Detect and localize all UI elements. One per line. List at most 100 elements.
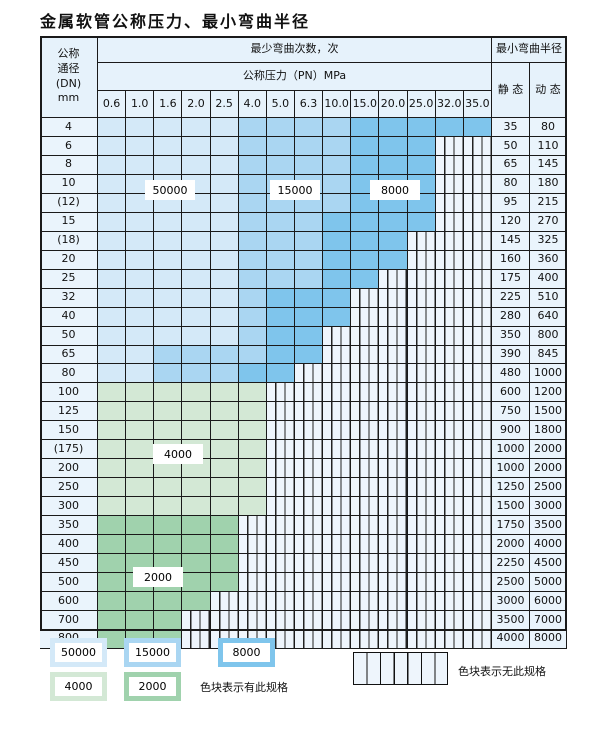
dynamic-radius-cell: 360 <box>529 250 567 270</box>
no-spec-cell <box>407 610 436 630</box>
spec-cell <box>266 326 295 346</box>
no-spec-cell <box>294 364 324 384</box>
spec-cell <box>182 497 211 517</box>
spec-cell <box>126 118 155 137</box>
no-spec-cell <box>266 459 295 479</box>
spec-cell <box>238 231 267 251</box>
no-spec-cell <box>407 288 436 308</box>
pressure-col-header: 0.6 <box>98 91 127 118</box>
no-spec-cell <box>351 307 380 327</box>
pressure-col-header: 10.0 <box>323 91 352 118</box>
no-spec-cell <box>435 136 464 156</box>
spec-cell <box>126 459 155 479</box>
no-spec-cell <box>463 516 492 536</box>
spec-cell <box>210 535 239 555</box>
no-spec-cell <box>463 174 492 194</box>
spec-cell <box>154 136 183 156</box>
spec-cell <box>210 478 239 498</box>
spec-cell <box>266 155 295 175</box>
static-radius-cell: 80 <box>491 174 530 194</box>
spec-cell <box>351 250 380 270</box>
spec-cell <box>379 118 408 137</box>
dynamic-radius-cell: 180 <box>529 174 567 194</box>
no-spec-cell <box>266 592 295 611</box>
no-spec-cell <box>379 402 408 422</box>
spec-cell <box>266 250 295 270</box>
spec-cell <box>351 231 380 251</box>
spec-cell <box>182 326 211 346</box>
no-spec-cell <box>463 136 492 156</box>
no-spec-note: 色块表示无此规格 <box>458 665 546 678</box>
no-spec-cell <box>435 269 464 289</box>
spec-cell <box>182 459 211 479</box>
no-spec-cell <box>323 364 352 384</box>
no-spec-cell <box>210 592 239 611</box>
static-radius-cell: 2000 <box>491 535 530 555</box>
no-spec-cell <box>407 231 436 251</box>
spec-cell <box>238 478 267 498</box>
no-spec-cell <box>266 535 295 555</box>
spec-cell <box>323 269 352 289</box>
no-spec-cell <box>463 554 492 574</box>
no-spec-cell <box>294 478 324 498</box>
spec-cell <box>238 250 267 270</box>
no-spec-cell <box>463 193 492 213</box>
spec-cell <box>98 193 127 213</box>
spec-cell <box>294 231 324 251</box>
no-spec-cell <box>323 592 352 611</box>
no-spec-cell <box>323 535 352 555</box>
no-spec-cell <box>407 269 436 289</box>
no-spec-cell <box>351 383 380 403</box>
spec-cell <box>98 288 127 308</box>
spec-cell <box>323 307 352 327</box>
spec-cell <box>154 459 183 479</box>
static-radius-cell: 65 <box>491 155 530 175</box>
legend-swatch-8000: 8000 <box>218 638 275 667</box>
no-spec-cell <box>351 459 380 479</box>
no-spec-cell <box>323 345 352 365</box>
spec-cell <box>351 212 380 232</box>
no-spec-cell <box>294 610 324 630</box>
dynamic-radius-cell: 1800 <box>529 421 567 441</box>
no-spec-cell <box>435 212 464 232</box>
spec-cell <box>98 459 127 479</box>
dn-cell: 100 <box>40 383 98 403</box>
dn-cell: 20 <box>40 250 98 270</box>
spec-cell <box>210 516 239 536</box>
no-spec-cell <box>435 516 464 536</box>
spec-cell <box>238 402 267 422</box>
no-spec-cell <box>323 459 352 479</box>
spec-cell <box>154 345 183 365</box>
no-spec-cell <box>379 269 408 289</box>
spec-cell <box>98 136 127 156</box>
no-spec-cell <box>407 592 436 611</box>
dn-cell: 500 <box>40 573 98 592</box>
has-spec-note: 色块表示有此规格 <box>200 681 288 694</box>
spec-cell <box>126 326 155 346</box>
spec-cell <box>210 573 239 592</box>
no-spec-cell <box>351 610 380 630</box>
dynamic-radius-cell: 3000 <box>529 497 567 517</box>
no-spec-cell <box>266 497 295 517</box>
static-radius-cell: 750 <box>491 402 530 422</box>
region-label-8000: 8000 <box>370 180 420 200</box>
no-spec-cell <box>294 440 324 460</box>
spec-cell <box>294 307 324 327</box>
spec-cell <box>98 326 127 346</box>
dynamic-radius-cell: 1500 <box>529 402 567 422</box>
static-radius-cell: 1750 <box>491 516 530 536</box>
no-spec-cell <box>351 288 380 308</box>
spec-cell <box>210 402 239 422</box>
no-spec-cell <box>435 383 464 403</box>
static-radius-cell: 1250 <box>491 478 530 498</box>
spec-cell <box>126 516 155 536</box>
no-spec-cell <box>435 174 464 194</box>
no-spec-cell <box>463 269 492 289</box>
spec-cell <box>323 250 352 270</box>
no-spec-cell <box>407 326 436 346</box>
no-spec-cell <box>266 478 295 498</box>
spec-cell <box>98 592 127 611</box>
spec-cell <box>379 136 408 156</box>
static-radius-cell: 160 <box>491 250 530 270</box>
no-spec-cell <box>266 610 295 630</box>
